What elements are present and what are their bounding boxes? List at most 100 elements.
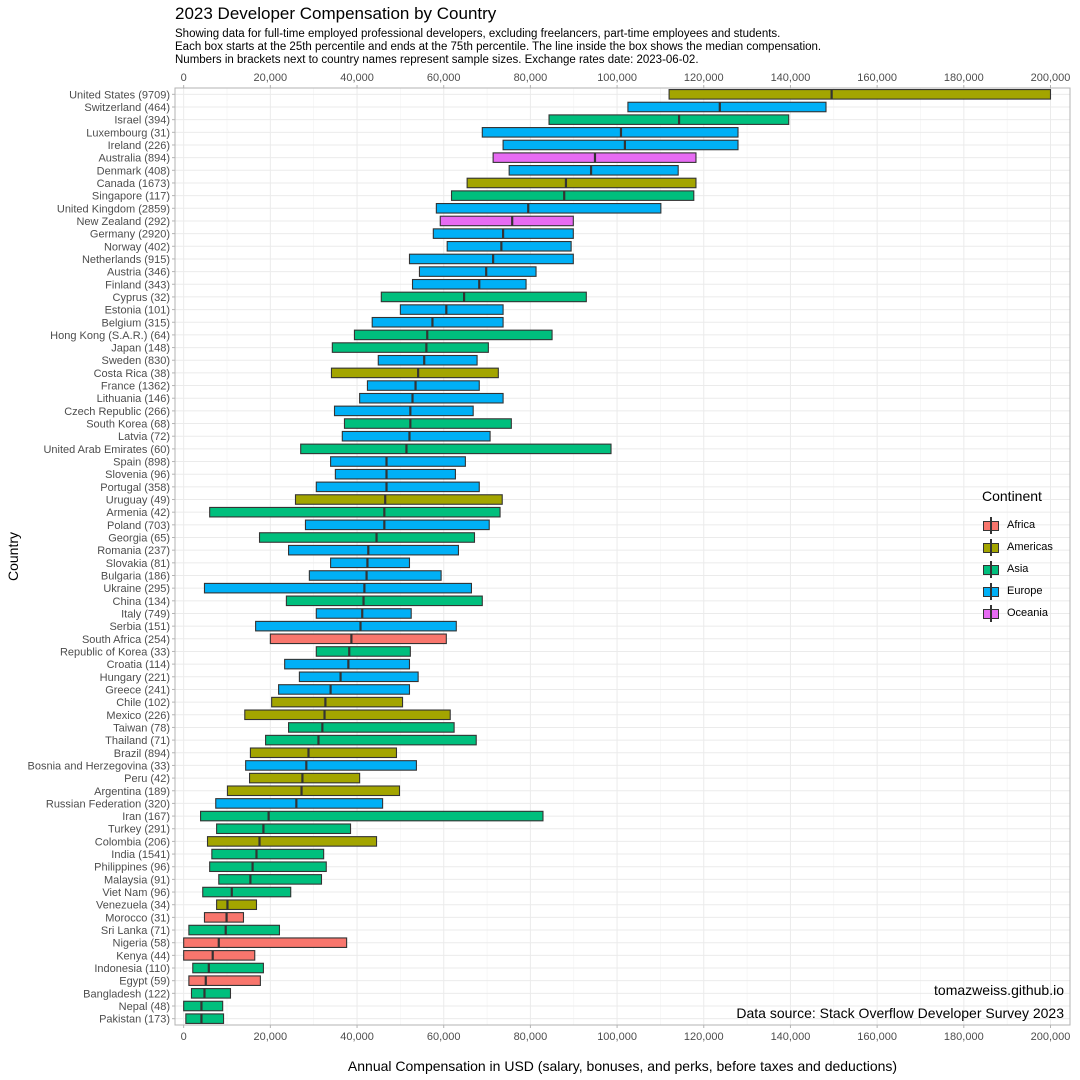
y-tick-label: Armenia (42)	[106, 507, 170, 519]
y-tick-label: Croatia (114)	[107, 659, 170, 671]
legend-item-asia: Asia	[974, 558, 1058, 580]
iqr-box	[359, 392, 504, 404]
iqr-box	[203, 582, 473, 594]
y-tick-label: United Kingdom (2859)	[57, 203, 170, 215]
y-tick-label: Germany (2920)	[90, 229, 170, 241]
y-tick-label: Nigeria (58)	[113, 938, 170, 950]
chart-subtitle-line-3: Numbers in brackets next to country name…	[175, 54, 699, 66]
box-philippines	[209, 861, 327, 873]
box-china	[285, 595, 483, 607]
iqr-box	[298, 671, 419, 683]
box-sweden	[377, 354, 478, 366]
iqr-box	[288, 722, 455, 733]
y-tick-label: Canada (1673)	[97, 178, 170, 190]
y-tick-label: Luxembourg (31)	[86, 127, 170, 139]
box-mexico	[244, 709, 451, 721]
iqr-box	[411, 278, 527, 290]
box-slovakia	[330, 557, 411, 569]
legend-median-mark	[990, 538, 992, 556]
y-tick-label: Georgia (65)	[108, 533, 170, 545]
iqr-box	[271, 696, 404, 708]
box-belgium	[371, 316, 504, 328]
box-united-kingdom	[435, 202, 662, 214]
box-hong-kong	[353, 329, 553, 341]
box-bulgaria	[308, 570, 442, 581]
legend-median-mark	[990, 516, 992, 534]
box-hungary	[298, 671, 419, 683]
iqr-box	[304, 519, 490, 531]
box-peru	[248, 772, 361, 784]
y-tick-label: Greece (241)	[105, 684, 170, 696]
y-tick-label: Egypt (59)	[119, 976, 170, 988]
y-tick-label: Sri Lanka (71)	[101, 925, 170, 937]
iqr-box	[315, 481, 480, 493]
iqr-box	[300, 443, 612, 455]
box-serbia	[255, 620, 457, 632]
box-united-states	[668, 89, 1052, 100]
box-chile	[271, 696, 404, 708]
y-tick-label: Denmark (408)	[97, 165, 170, 177]
iqr-box	[215, 798, 384, 809]
x-tick-label-bottom: 160,000	[857, 1031, 897, 1043]
box-italy	[315, 608, 412, 619]
box-venezuela	[216, 899, 258, 911]
y-tick-label: Latvia (72)	[118, 431, 170, 443]
legend: Continent Africa Americas Asia Europe Oceani…	[974, 486, 1058, 624]
x-tick-label-top: 140,000	[771, 72, 811, 84]
y-tick-label: New Zealand (292)	[76, 216, 170, 228]
iqr-box	[185, 1013, 225, 1024]
panel-border	[174, 87, 1071, 1026]
y-tick-label: France (1362)	[101, 381, 170, 393]
y-tick-label: Brazil (894)	[114, 748, 170, 760]
iqr-box	[418, 266, 537, 277]
box-greece	[278, 684, 411, 695]
y-tick-label: Venezuela (34)	[96, 900, 170, 912]
x-tick-label-top: 100,000	[597, 72, 637, 84]
x-tick-label-top: 120,000	[684, 72, 724, 84]
box-nigeria	[183, 937, 348, 948]
y-tick-label: Pakistan (173)	[99, 1014, 170, 1026]
legend-title: Continent	[982, 488, 1042, 504]
y-tick-label: South Korea (68)	[86, 419, 170, 431]
legend-item-americas: Americas	[974, 536, 1058, 558]
iqr-box	[343, 418, 512, 429]
y-tick-label: Bulgaria (186)	[101, 570, 170, 582]
legend-label: Oceania	[1007, 607, 1048, 619]
y-tick-label: Lithuania (146)	[97, 393, 170, 405]
box-norway	[446, 240, 572, 252]
iqr-box	[203, 912, 245, 923]
iqr-box	[285, 595, 483, 607]
y-tick-label: United Arab Emirates (60)	[43, 444, 170, 456]
legend-label: Africa	[1007, 519, 1036, 531]
box-israel	[548, 114, 790, 125]
x-tick-label-top: 0	[181, 72, 187, 84]
chart-subtitle-line-2: Each box starts at the 25th percentile a…	[175, 41, 822, 53]
box-canada	[466, 177, 697, 189]
iqr-box	[399, 304, 504, 315]
box-taiwan	[288, 722, 455, 733]
box-croatia	[284, 658, 411, 670]
y-tick-label: Serbia (151)	[109, 621, 170, 633]
y-tick-label: United States (9709)	[69, 89, 170, 101]
x-tick-label-bottom: 100,000	[597, 1031, 637, 1043]
iqr-box	[206, 836, 378, 847]
y-tick-label: Colombia (206)	[95, 836, 170, 848]
y-tick-label: India (1541)	[111, 849, 170, 861]
y-tick-label: Italy (749)	[121, 608, 170, 620]
box-thailand	[265, 734, 477, 746]
iqr-box	[188, 975, 261, 986]
box-pakistan	[185, 1013, 225, 1024]
chart-subtitle-line-1: Showing data for full-time employed prof…	[175, 28, 781, 40]
box-new-zealand	[439, 215, 574, 227]
y-tick-label: Norway (402)	[104, 241, 170, 253]
box-republic-of-korea	[315, 646, 411, 657]
legend-median-mark	[990, 560, 992, 578]
x-tick-label-top: 60,000	[427, 72, 461, 84]
y-tick-label: Kenya (44)	[116, 950, 170, 962]
iqr-box	[216, 823, 352, 835]
iqr-box	[435, 202, 662, 214]
box-nepal	[183, 1000, 224, 1012]
box-slovenia	[334, 468, 456, 480]
box-austria	[418, 266, 537, 277]
